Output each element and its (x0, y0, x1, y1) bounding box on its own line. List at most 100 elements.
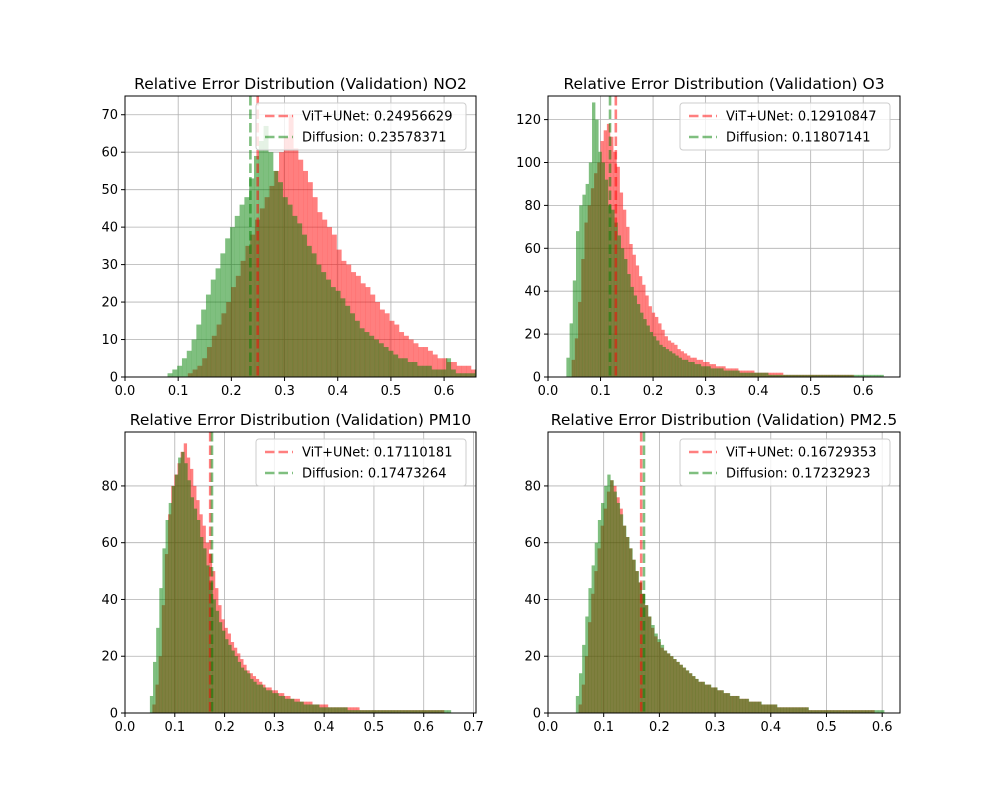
histogram-bar (576, 231, 580, 377)
axes-frame (547, 431, 901, 714)
histogram-bar (694, 364, 698, 377)
histogram-bar (212, 599, 216, 713)
y-tick-label: 80 (524, 199, 541, 214)
histogram-bar (692, 676, 696, 713)
histogram-bar (569, 323, 573, 377)
histogram-bar (681, 359, 686, 377)
histogram-bar (209, 582, 213, 713)
histogram-bar (636, 304, 641, 377)
legend-label: Diffusion: 0.11807141 (726, 131, 870, 146)
x-tick-label: 0.5 (800, 384, 821, 399)
histogram-bar (441, 369, 447, 377)
series-diffusion (566, 102, 884, 377)
histogram-bar (840, 710, 844, 713)
y-tick-label: 50 (101, 183, 118, 198)
histogram-bar (707, 366, 711, 377)
histogram-bar (638, 582, 643, 713)
legend-label: ViT+UNet: 0.24956629 (302, 110, 452, 125)
histogram-bar (852, 710, 857, 713)
histogram-bar (382, 710, 386, 713)
y-tick-label: 0 (533, 707, 541, 722)
histogram-bar (645, 605, 649, 713)
histogram-bar (575, 695, 580, 713)
histogram-bar (797, 374, 801, 377)
histogram-bar (350, 710, 354, 713)
histogram-bar (354, 320, 360, 377)
histogram-bar (297, 701, 301, 713)
histogram-bar (841, 374, 846, 377)
histogram-bar (300, 701, 304, 713)
histogram-bar (582, 644, 586, 713)
histogram-bar (789, 707, 794, 713)
histogram-bar (654, 633, 658, 713)
histogram-bar (237, 661, 242, 713)
histogram-bar (662, 346, 666, 377)
histogram-bar (745, 698, 750, 713)
histogram-bar (673, 659, 677, 713)
histogram-bar (802, 707, 806, 713)
y-tick-label: 20 (101, 296, 118, 311)
histogram-bar (598, 151, 602, 377)
histogram-bar (877, 374, 881, 377)
histogram-bar (848, 374, 852, 377)
series-diffusion (149, 451, 452, 713)
histogram-bar (809, 374, 814, 377)
y-tick-label: 40 (524, 593, 541, 608)
histogram-bar (730, 695, 734, 713)
histogram-bar (717, 368, 721, 377)
histogram-bar (781, 374, 785, 377)
axes-frame (124, 431, 477, 714)
histogram-bar (297, 223, 303, 377)
histogram-bar (494, 370, 499, 377)
histogram-bar (435, 710, 439, 713)
histogram-bar (710, 368, 714, 377)
histogram-bar (765, 372, 769, 377)
histogram-bar (366, 710, 370, 713)
histogram-bar (394, 324, 400, 377)
histogram-bar (657, 639, 661, 713)
x-tick-label: 0.4 (327, 384, 348, 399)
histogram-bar (813, 374, 817, 377)
histogram-bar (854, 374, 859, 377)
histogram-bar (505, 373, 510, 377)
histogram-bar (422, 365, 428, 377)
histogram-bar (311, 253, 317, 377)
y-tick-label: 20 (524, 650, 541, 665)
histogram-bar (862, 710, 866, 713)
histogram-bar (200, 537, 204, 713)
histogram-bar (432, 710, 436, 713)
x-tick-label: 0.2 (221, 384, 242, 399)
histogram-bar (277, 182, 283, 377)
histogram-bar (588, 162, 593, 377)
histogram-bar (697, 364, 702, 377)
histogram-bar (229, 227, 235, 377)
histogram-bar (220, 253, 226, 377)
histogram-bar (167, 373, 173, 377)
x-tick-label: 0.5 (364, 720, 385, 735)
histogram-bar (193, 508, 198, 713)
histogram-bar (613, 491, 617, 713)
histogram-bar (648, 616, 652, 713)
histogram-bar (416, 710, 420, 713)
histogram-bar (633, 295, 638, 377)
histogram-bar (187, 480, 191, 713)
histogram-bar (365, 287, 371, 377)
x-tick-label: 0.4 (314, 720, 335, 735)
x-tick-label: 0.1 (168, 384, 189, 399)
histogram-bar (832, 374, 836, 377)
histogram-bar (723, 693, 728, 713)
histogram-bar (824, 710, 828, 713)
x-tick-label: 0.2 (649, 720, 670, 735)
histogram-bar (205, 294, 211, 377)
histogram-bar (426, 365, 432, 377)
histogram-bar (356, 710, 361, 713)
histogram-bar (604, 485, 608, 713)
histogram-bar (665, 349, 670, 377)
histogram-bar (578, 673, 583, 713)
histogram-bar (723, 370, 727, 377)
y-tick-label: 0 (110, 371, 118, 386)
histogram-bar (835, 374, 839, 377)
legend: ViT+UNet: 0.17110181 Diffusion: 0.1747326… (255, 438, 467, 487)
histogram-bar (162, 548, 166, 713)
